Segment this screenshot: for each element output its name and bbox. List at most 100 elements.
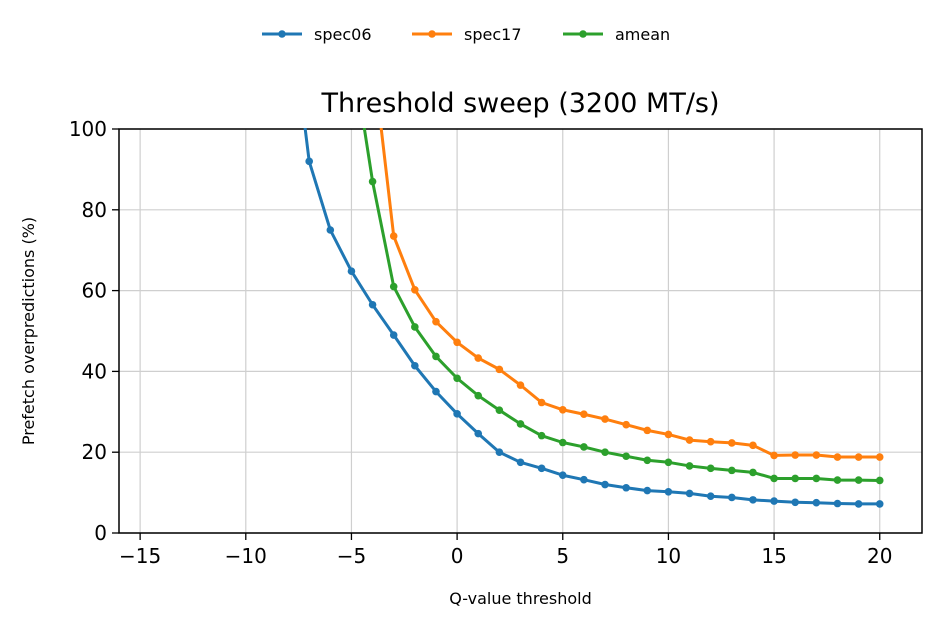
data-point-amean (854, 476, 863, 484)
data-point-spec17 (833, 453, 842, 461)
data-point-spec17 (664, 430, 673, 439)
data-point-amean (664, 458, 673, 467)
legend-item-spec06: spec06 (262, 25, 372, 44)
data-point-amean (791, 474, 800, 483)
data-point-spec17 (791, 451, 800, 459)
data-point-spec06 (706, 492, 715, 501)
data-point-spec17 (685, 436, 694, 444)
x-tick-label: 0 (451, 544, 464, 568)
y-tick-label: 0 (94, 521, 107, 545)
data-point-spec17 (706, 437, 715, 446)
data-point-amean (411, 323, 419, 331)
data-point-amean (453, 374, 461, 383)
y-tick-label: 60 (82, 279, 107, 303)
data-point-spec06 (411, 361, 419, 370)
x-tick-label: 5 (556, 544, 569, 568)
data-point-spec06 (474, 429, 483, 438)
data-point-amean (537, 431, 546, 440)
y-tick-label: 100 (69, 117, 107, 141)
data-point-spec06 (854, 500, 863, 508)
data-point-amean (706, 464, 715, 473)
series-spec06 (303, 128, 884, 508)
data-point-spec17 (728, 439, 736, 447)
data-point-spec17 (643, 426, 652, 435)
data-point-amean (558, 438, 567, 447)
legend-marker (278, 30, 286, 38)
series-line-amean (362, 128, 880, 482)
data-point-spec06 (770, 497, 778, 505)
legend-marker (428, 30, 436, 38)
data-point-spec06 (622, 483, 630, 492)
data-point-spec17 (749, 441, 757, 450)
grid (119, 128, 922, 534)
data-point-amean (749, 468, 757, 477)
series-line-spec17 (379, 128, 880, 459)
data-point-spec06 (432, 387, 440, 396)
data-point-spec06 (749, 496, 757, 504)
legend-item-spec17: spec17 (412, 25, 522, 44)
series-spec17 (379, 128, 884, 461)
data-point-spec17 (601, 415, 609, 423)
series-line-spec06 (303, 128, 880, 506)
data-point-spec17 (770, 451, 778, 460)
y-axis-label: Prefetch overpredictions (%) (19, 217, 38, 445)
data-point-spec06 (833, 499, 842, 508)
data-point-spec17 (453, 338, 461, 347)
data-point-spec06 (368, 300, 377, 309)
data-point-spec06 (601, 480, 609, 489)
series-lines (303, 128, 884, 508)
chart-title: Threshold sweep (3200 MT/s) (320, 88, 719, 119)
legend-marker (579, 30, 587, 38)
data-point-spec06 (664, 487, 673, 496)
data-point-amean (770, 474, 778, 483)
data-point-spec06 (347, 267, 356, 276)
x-tick-label: −5 (337, 544, 366, 568)
data-point-spec17 (495, 365, 504, 374)
series-amean (362, 128, 884, 485)
data-point-spec17 (812, 451, 821, 459)
data-point-amean (833, 476, 842, 484)
legend-label: spec06 (314, 25, 372, 44)
data-point-spec17 (875, 453, 884, 461)
data-point-spec06 (875, 500, 884, 508)
x-tick-label: −15 (119, 544, 161, 568)
data-point-spec17 (580, 410, 588, 419)
data-point-amean (728, 466, 736, 475)
data-point-amean (622, 452, 630, 461)
data-point-amean (474, 391, 483, 400)
data-point-spec17 (411, 285, 419, 294)
data-point-spec17 (516, 381, 525, 389)
legend-item-amean: amean (563, 25, 670, 44)
data-point-spec17 (537, 398, 546, 407)
data-point-amean (495, 406, 504, 414)
x-tick-label: 20 (867, 544, 892, 568)
legend-label: spec17 (464, 25, 522, 44)
y-tick-label: 40 (82, 359, 107, 383)
data-point-amean (389, 282, 398, 291)
plot-area-frame (118, 128, 923, 534)
data-point-spec06 (516, 458, 525, 467)
legend-label: amean (615, 25, 670, 44)
data-point-spec17 (854, 453, 863, 461)
data-point-amean (812, 474, 821, 483)
data-point-amean (516, 420, 525, 428)
data-point-spec06 (643, 486, 652, 495)
data-point-spec06 (558, 471, 567, 480)
data-point-amean (875, 476, 884, 485)
data-point-spec06 (791, 498, 800, 507)
y-tick-label: 80 (82, 198, 107, 222)
data-point-spec06 (685, 489, 694, 498)
data-point-spec17 (558, 405, 567, 414)
x-tick-label: −10 (225, 544, 267, 568)
data-point-spec06 (389, 331, 398, 339)
data-point-spec17 (432, 317, 440, 326)
data-point-amean (685, 462, 694, 470)
data-point-spec06 (580, 475, 588, 484)
data-point-amean (643, 456, 652, 465)
x-tick-label: 10 (656, 544, 681, 568)
data-point-amean (601, 448, 609, 457)
data-point-spec06 (537, 464, 546, 473)
data-point-spec06 (305, 157, 313, 166)
axis-ticks: −15 −10 −5 0 5 10 15 20 0 20 40 60 80 100 (69, 117, 893, 568)
